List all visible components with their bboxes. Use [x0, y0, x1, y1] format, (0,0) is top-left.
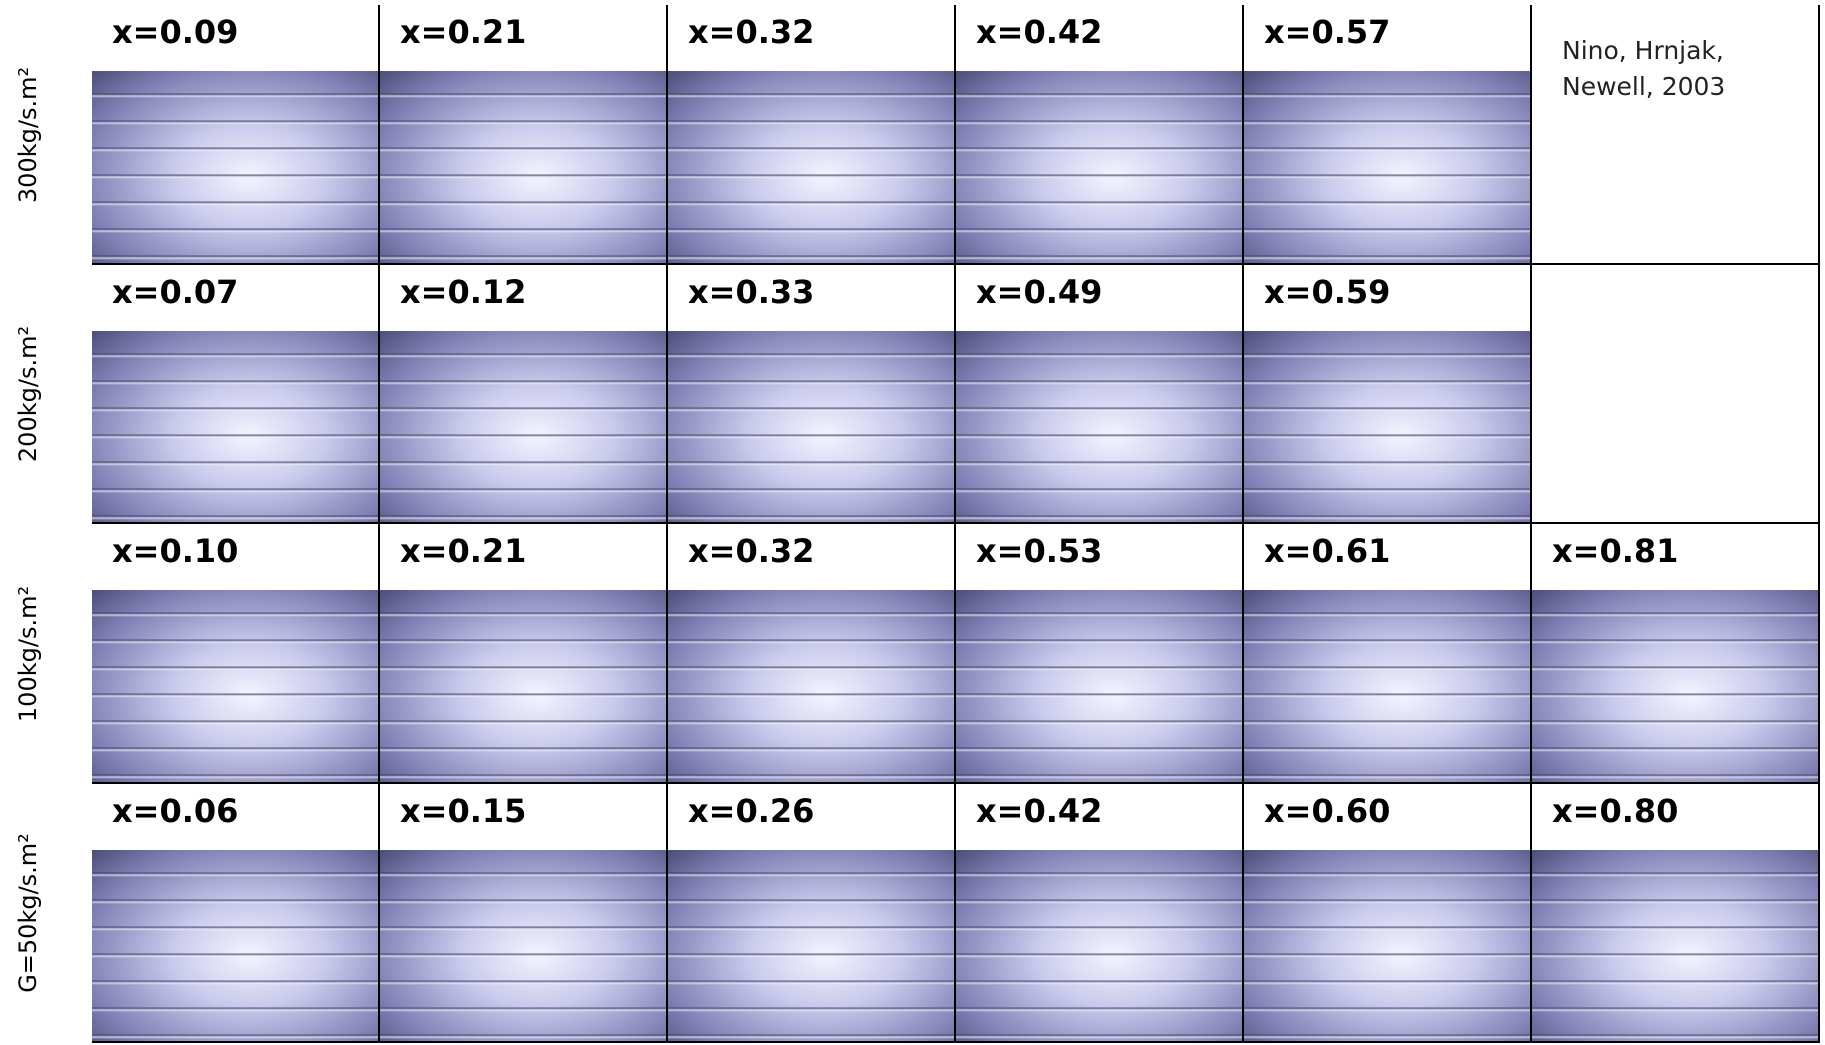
table-cell: x=0.61	[1244, 524, 1532, 784]
flow-photo	[1244, 331, 1530, 523]
quality-label: x=0.57	[1264, 13, 1390, 51]
quality-label: x=0.60	[1264, 792, 1390, 830]
quality-label: x=0.21	[400, 13, 526, 51]
citation-note: Nino, Hrnjak,Newell, 2003	[1562, 33, 1725, 105]
quality-label: x=0.07	[112, 273, 238, 311]
flow-photo	[956, 331, 1242, 523]
flow-photo	[1244, 590, 1530, 782]
citation-line: Newell, 2003	[1562, 69, 1725, 105]
table-cell: x=0.10	[92, 524, 380, 784]
quality-label: x=0.32	[688, 532, 814, 570]
table-cell: Nino, Hrnjak,Newell, 2003	[1532, 5, 1820, 265]
flow-photo	[956, 850, 1242, 1042]
table-cell: x=0.15	[380, 784, 668, 1044]
flow-photo	[92, 850, 378, 1042]
table-cell: x=0.21	[380, 524, 668, 784]
flow-photo	[92, 71, 378, 263]
table-cell: x=0.42	[956, 784, 1244, 1044]
table-cell: x=0.57	[1244, 5, 1532, 265]
quality-label: x=0.15	[400, 792, 526, 830]
flow-photo	[92, 331, 378, 523]
quality-label: x=0.33	[688, 273, 814, 311]
quality-label: x=0.42	[976, 13, 1102, 51]
flow-photo	[1532, 850, 1818, 1042]
photo-table: x=0.09 x=0.21 x=0.32 x=0.42 x=0.57 Nino, Hrnj…	[92, 5, 1820, 1043]
quality-label: x=0.59	[1264, 273, 1390, 311]
table-cell: x=0.80	[1532, 784, 1820, 1044]
table-cell: x=0.59	[1244, 265, 1532, 525]
page: x=0.09 x=0.21 x=0.32 x=0.42 x=0.57 Nino, Hrnj…	[0, 0, 1825, 1045]
table-cell: x=0.33	[668, 265, 956, 525]
flow-photo	[956, 590, 1242, 782]
quality-label: x=0.09	[112, 13, 238, 51]
quality-label: x=0.81	[1552, 532, 1678, 570]
flow-photo	[380, 331, 666, 523]
flow-photo	[1244, 71, 1530, 263]
flow-photo	[380, 590, 666, 782]
flow-photo	[92, 590, 378, 782]
quality-label: x=0.42	[976, 792, 1102, 830]
row-label: G=50kg/s.m²	[14, 833, 42, 993]
row-label: 200kg/s.m²	[14, 326, 42, 462]
flow-photo	[668, 331, 954, 523]
quality-label: x=0.26	[688, 792, 814, 830]
table-cell: x=0.09	[92, 5, 380, 265]
quality-label: x=0.61	[1264, 532, 1390, 570]
table-cell: x=0.07	[92, 265, 380, 525]
table-cell: x=0.12	[380, 265, 668, 525]
table-cell: x=0.81	[1532, 524, 1820, 784]
quality-label: x=0.32	[688, 13, 814, 51]
flow-photo	[1532, 590, 1818, 782]
flow-photo	[1244, 850, 1530, 1042]
table-cell: x=0.49	[956, 265, 1244, 525]
row-label: 100kg/s.m²	[14, 586, 42, 722]
table-cell: x=0.06	[92, 784, 380, 1044]
row-label: 300kg/s.m²	[14, 67, 42, 203]
table-cell	[1532, 265, 1820, 525]
table-cell: x=0.32	[668, 5, 956, 265]
quality-label: x=0.49	[976, 273, 1102, 311]
flow-photo	[956, 71, 1242, 263]
table-cell: x=0.26	[668, 784, 956, 1044]
flow-photo	[668, 590, 954, 782]
quality-label: x=0.10	[112, 532, 238, 570]
quality-label: x=0.21	[400, 532, 526, 570]
flow-photo	[668, 850, 954, 1042]
flow-photo	[380, 850, 666, 1042]
table-cell: x=0.21	[380, 5, 668, 265]
flow-photo	[668, 71, 954, 263]
flow-photo	[380, 71, 666, 263]
quality-label: x=0.80	[1552, 792, 1678, 830]
quality-label: x=0.12	[400, 273, 526, 311]
quality-label: x=0.53	[976, 532, 1102, 570]
quality-label: x=0.06	[112, 792, 238, 830]
citation-line: Nino, Hrnjak,	[1562, 33, 1725, 69]
table-cell: x=0.42	[956, 5, 1244, 265]
table-cell: x=0.32	[668, 524, 956, 784]
table-cell: x=0.60	[1244, 784, 1532, 1044]
table-cell: x=0.53	[956, 524, 1244, 784]
